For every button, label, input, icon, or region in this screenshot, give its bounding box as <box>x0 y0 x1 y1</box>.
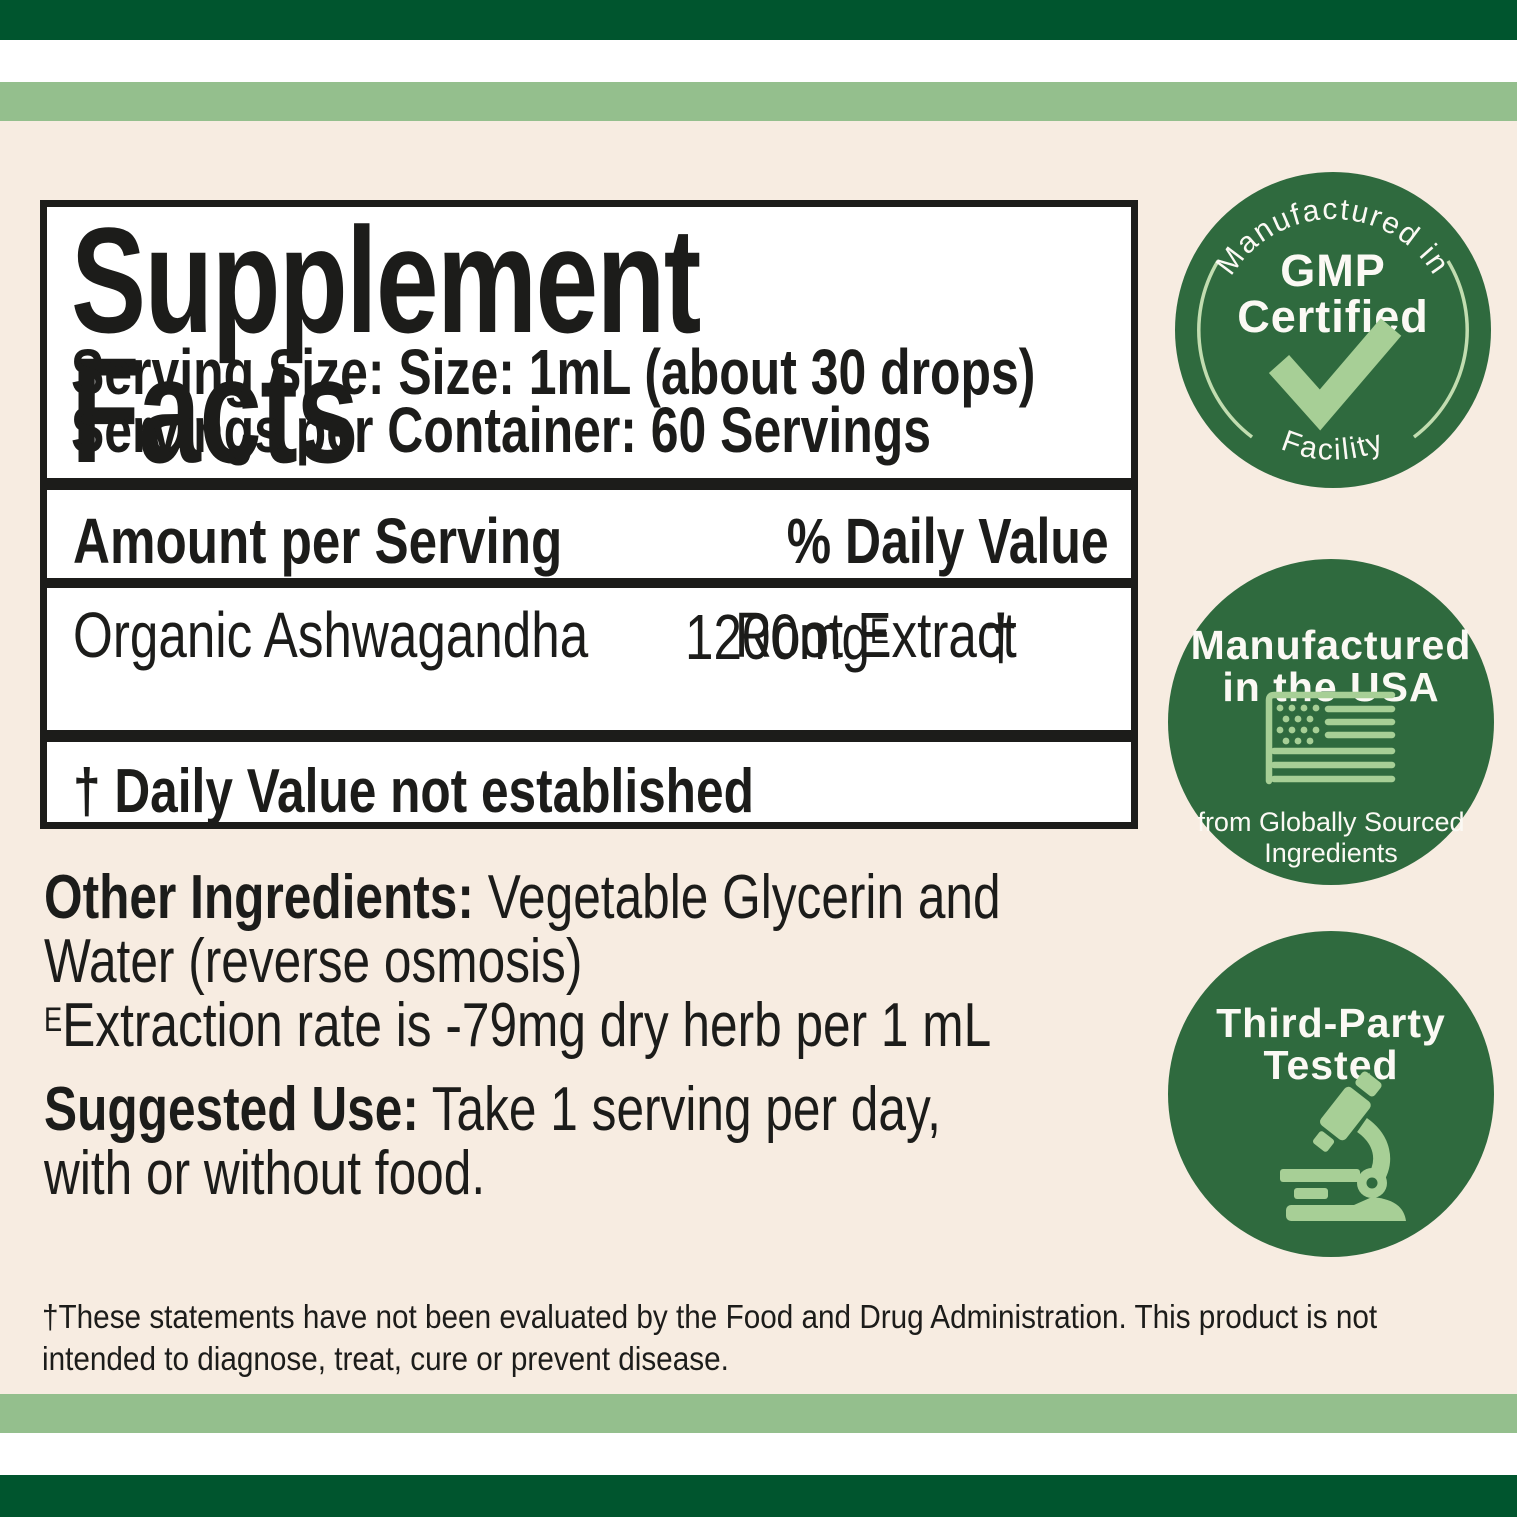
badge-title-line2: Certified <box>1237 291 1429 342</box>
panel-title: Supplement Facts <box>71 196 701 494</box>
ring-arc-left <box>1197 260 1254 439</box>
ring-arc-right <box>1412 260 1469 439</box>
badge-title-line1: GMP <box>1280 245 1386 296</box>
badge-title-line1: Manufactured <box>1191 622 1472 668</box>
badge-subtitle-line1: from Globally Sourced <box>1197 807 1464 837</box>
extraction-note: Extraction rate is -79mg dry herb per 1 … <box>62 991 992 1060</box>
ingredient-name: Organic Ashwagandha Root Extract <box>73 599 1017 671</box>
divider <box>47 730 1131 742</box>
badge-title-line1: Third-Party <box>1216 1000 1446 1046</box>
badge-circle <box>1175 172 1491 488</box>
badge-subtitle-line2: Ingredients <box>1264 838 1398 868</box>
badge-circle <box>1168 931 1494 1257</box>
extraction-superscript: E <box>44 1000 63 1039</box>
badge-title-line2: in the USA <box>1222 664 1439 710</box>
usa-flag-stars <box>1276 704 1320 745</box>
column-amount-per-serving: Amount per Serving <box>73 505 563 577</box>
other-ingredients-section: Other Ingredients: Vegetable Glycerin an… <box>44 863 1001 1060</box>
made-in-usa-badge: Manufactured in the USA from Globally So… <box>1168 559 1494 885</box>
supplement-facts-panel: Supplement Facts Serving Size: Size: 1mL… <box>40 200 1138 829</box>
bottom-white-bar <box>0 1433 1517 1475</box>
fda-disclaimer: †These statements have not been evaluate… <box>42 1298 1378 1377</box>
bottom-light-green-bar <box>0 1394 1517 1433</box>
bottom-dark-green-bar <box>0 1475 1517 1517</box>
checkmark-icon <box>1268 318 1402 431</box>
ingredient-daily-value: † <box>983 601 1019 673</box>
third-party-tested-badge: Third-Party Tested <box>1168 931 1494 1257</box>
divider <box>47 578 1131 588</box>
top-dark-green-bar <box>0 0 1517 40</box>
daily-value-footnote: † Daily Value not established <box>73 757 754 826</box>
other-ingredients-label: Other Ingredients: <box>44 863 474 932</box>
gmp-certified-badge: Manufactured in GMP Certified Facility <box>1175 172 1491 488</box>
daily-value-footnote-row: † Daily Value not established <box>47 742 1131 826</box>
microscope-icon <box>1280 1071 1406 1221</box>
ingredient-amount: 1200mgE <box>685 601 889 673</box>
suggested-use-section: Suggested Use: Take 1 serving per day, w… <box>44 1075 941 1208</box>
column-daily-value: % Daily Value <box>787 505 1109 577</box>
usa-flag-icon <box>1265 691 1396 785</box>
divider <box>47 478 1131 490</box>
serving-size-line: Serving Size: Size: 1mL (about 30 drops) <box>71 336 1036 408</box>
suggested-use-label: Suggested Use: <box>44 1075 419 1144</box>
top-white-bar <box>0 40 1517 82</box>
top-light-green-bar <box>0 82 1517 121</box>
table-header-row: Amount per Serving % Daily Value <box>47 490 1131 578</box>
extraction-superscript: E <box>870 612 889 652</box>
serving-info: Serving Size: Size: 1mL (about 30 drops)… <box>71 336 1307 466</box>
table-row: Organic Ashwagandha Root Extract 1200mgE… <box>47 588 1131 730</box>
servings-per-container-line: Servings per Container: 60 Servings <box>71 394 932 466</box>
